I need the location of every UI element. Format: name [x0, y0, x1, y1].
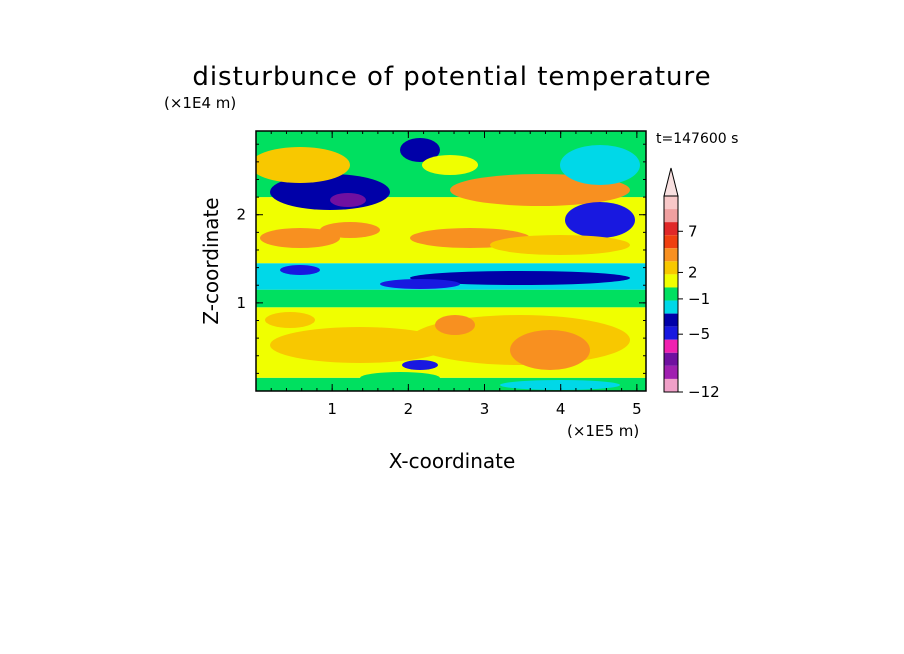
colorbar-label: −5	[688, 325, 710, 343]
time-label: t=147600 s	[656, 131, 738, 147]
contour-region	[260, 228, 340, 248]
contour-region	[435, 315, 475, 335]
x-tick-label: 4	[556, 400, 566, 418]
x-tick-label: 1	[327, 400, 337, 418]
colorbar-label: −1	[688, 290, 710, 308]
colorbar-segment	[664, 365, 678, 379]
contour-region	[320, 222, 380, 238]
colorbar-frame	[663, 195, 679, 393]
colorbar-segment	[664, 235, 678, 249]
contour-region	[330, 193, 366, 207]
colorbar-segment	[664, 248, 678, 262]
field-band	[256, 289, 646, 308]
colorbar-segment	[664, 274, 678, 288]
chart-title: disturbunce of potential temperature	[192, 62, 711, 92]
colorbar-segment	[664, 287, 678, 301]
colorbar-segment	[664, 300, 678, 314]
contour-region	[565, 202, 635, 238]
x-axis: 1 2 3 4 5	[270, 131, 642, 418]
contour-region	[500, 380, 620, 390]
colorbar-segment	[664, 339, 678, 353]
y-unit-label: (×1E4 m)	[164, 94, 236, 112]
x-tick-label: 5	[632, 400, 642, 418]
y-tick-label: 1	[236, 294, 246, 312]
contour-region	[265, 312, 315, 328]
colorbar-label: −12	[688, 383, 720, 401]
contour-region	[360, 372, 440, 384]
y-axis: 12	[236, 143, 646, 374]
colorbar-segment	[664, 313, 678, 327]
contour-region	[490, 235, 630, 255]
contour-region	[256, 147, 350, 183]
y-tick-label: 2	[236, 206, 246, 224]
contour-region	[380, 279, 460, 289]
colorbar-segment	[664, 378, 678, 392]
contour-region	[270, 327, 450, 363]
contour-region	[422, 155, 478, 175]
y-axis-label: Z-coordinate	[199, 197, 223, 324]
colorbar-segment	[664, 326, 678, 340]
colorbar-segment	[664, 196, 678, 210]
colorbar-segment	[664, 352, 678, 366]
colorbar-label: 7	[688, 222, 698, 240]
x-tick-label: 2	[404, 400, 414, 418]
colorbar-arrow	[663, 167, 679, 197]
colorbar-segment	[664, 222, 678, 236]
x-axis-label: X-coordinate	[389, 449, 516, 473]
x-unit-label: (×1E5 m)	[567, 422, 639, 440]
x-tick-label: 3	[480, 400, 490, 418]
contour-region	[410, 271, 630, 285]
contour-region	[400, 138, 440, 162]
colorbar: 7 2 −1 −5 −12	[663, 167, 720, 401]
contour-region	[480, 140, 560, 160]
colorbar-label: 2	[688, 263, 698, 281]
contour-region	[560, 145, 640, 185]
colorbar-segment	[664, 261, 678, 275]
contour-region	[510, 330, 590, 370]
plot-frame	[255, 130, 647, 392]
contour-region	[402, 360, 438, 370]
colorbar-segment	[664, 209, 678, 223]
field-plot	[256, 131, 646, 391]
contour-region	[280, 265, 320, 275]
